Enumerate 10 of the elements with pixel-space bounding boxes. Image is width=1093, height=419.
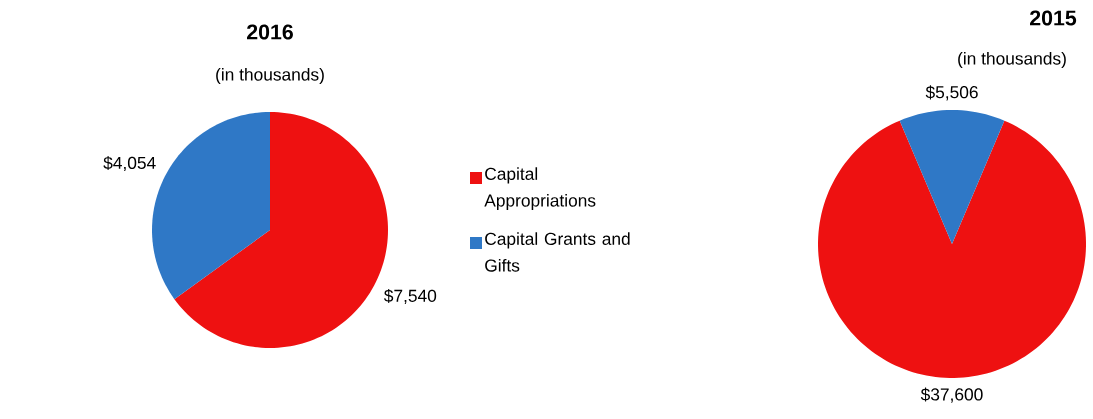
legend-label: Capital Grants and Gifts bbox=[485, 232, 630, 272]
chart-title: 2015 bbox=[1030, 10, 1077, 26]
data-label: $5,506 bbox=[925, 85, 978, 101]
legend-label: Capital Appropriations bbox=[484, 167, 596, 211]
data-label: $37,600 bbox=[920, 387, 983, 403]
chart-subtitle: (in thousands) bbox=[958, 51, 1066, 69]
chart-title: 2016 bbox=[247, 24, 293, 40]
chart-subtitle: (in thousands) bbox=[216, 67, 324, 85]
data-label: $7,540 bbox=[384, 288, 437, 304]
data-label: $4,054 bbox=[103, 156, 156, 172]
